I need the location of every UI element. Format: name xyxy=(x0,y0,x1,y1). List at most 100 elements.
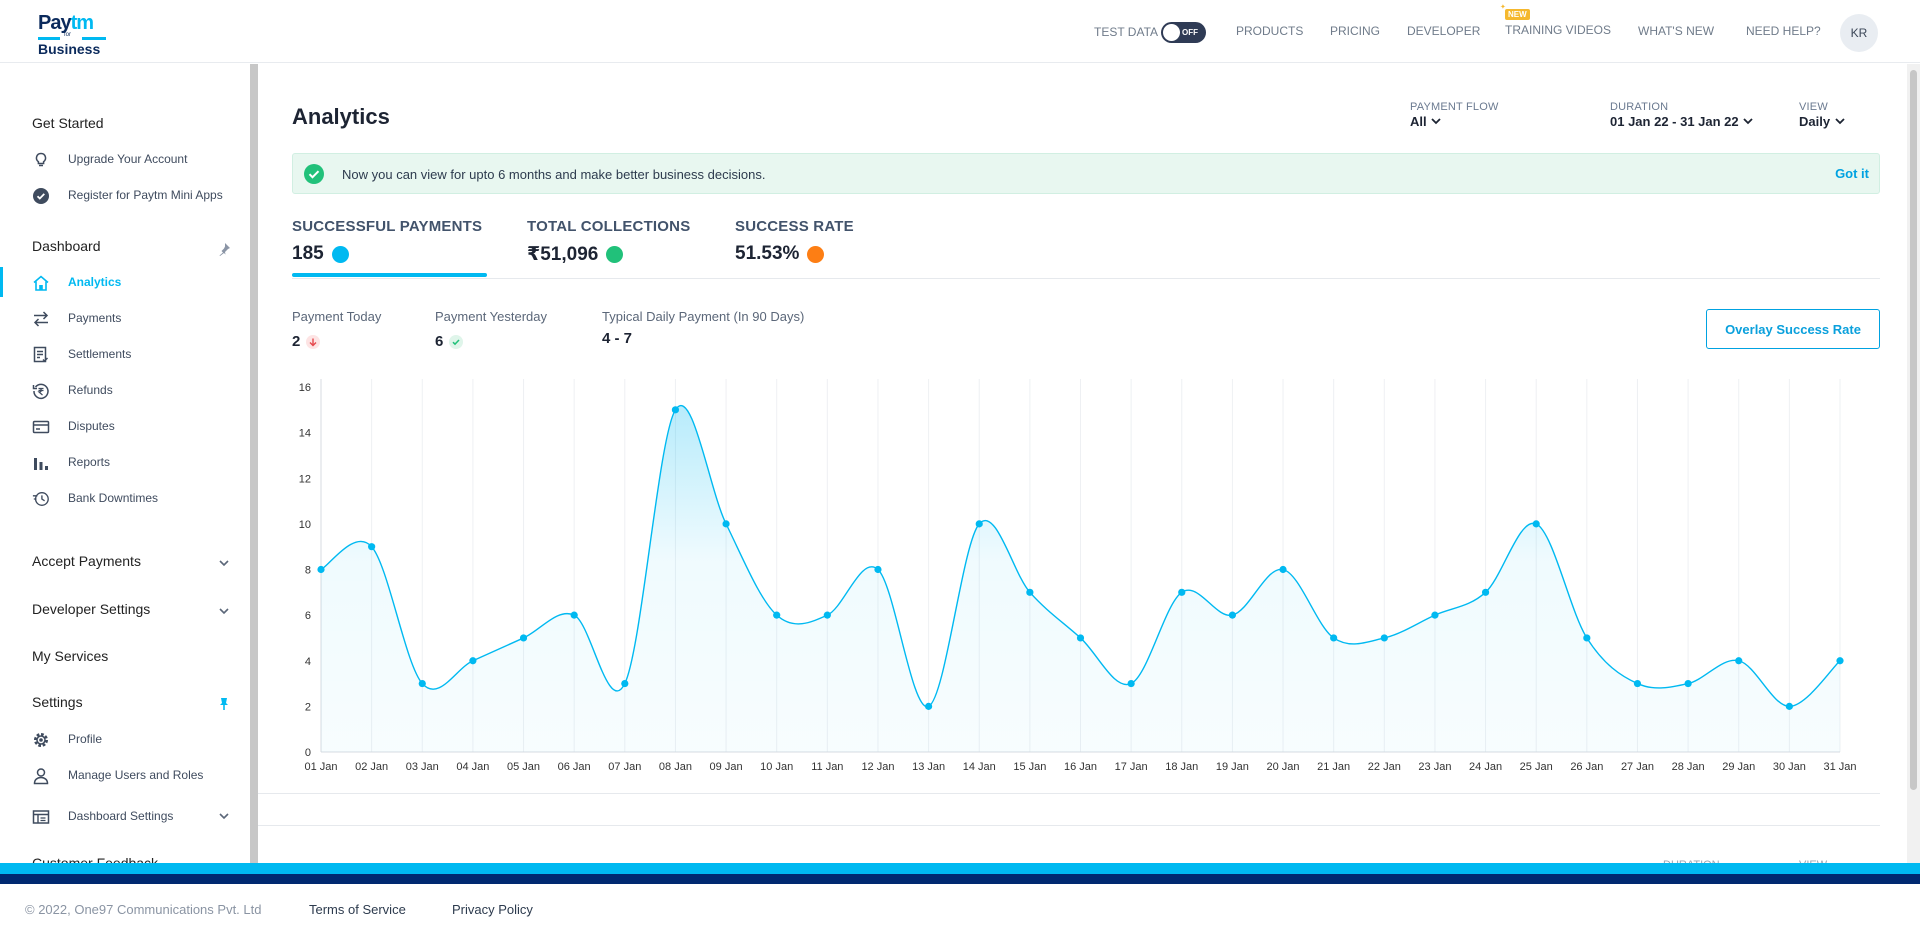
nav-need-help[interactable]: NEED HELP? xyxy=(1746,24,1821,38)
x-tick-label: 11 Jan xyxy=(811,761,843,773)
sidebar-item-manage-users[interactable]: Manage Users and Roles xyxy=(0,760,248,790)
nav-developer[interactable]: DEVELOPER xyxy=(1407,24,1481,38)
sidebar-item-upgrade-account[interactable]: Upgrade Your Account xyxy=(0,144,248,174)
user-avatar[interactable]: KR xyxy=(1840,14,1878,52)
sidebar-item-settlements[interactable]: Settlements xyxy=(0,339,248,369)
pin-filled-icon[interactable] xyxy=(217,697,231,711)
top-bar: Paytm for Business TEST DATA OFF PRODUCT… xyxy=(0,0,1920,63)
sidebar-section-accept-payments[interactable]: Accept Payments xyxy=(32,553,141,569)
sidebar-item-refunds[interactable]: Refunds xyxy=(0,375,248,405)
x-tick-label: 12 Jan xyxy=(861,761,894,773)
y-tick-label: 6 xyxy=(305,610,311,622)
series-area-fill xyxy=(321,405,1840,752)
x-tick-label: 30 Jan xyxy=(1773,761,1806,773)
divider xyxy=(258,825,1880,826)
chevron-down-icon[interactable] xyxy=(218,557,230,569)
y-tick-label: 12 xyxy=(299,473,311,485)
pin-icon[interactable] xyxy=(217,242,231,256)
data-point xyxy=(1178,588,1186,596)
x-tick-label: 15 Jan xyxy=(1013,761,1046,773)
data-point xyxy=(317,565,325,574)
view-filter[interactable]: VIEW Daily xyxy=(1799,101,1846,129)
transfer-arrows-icon xyxy=(32,310,50,328)
metric-successful-payments[interactable]: SUCCESSFUL PAYMENTS 185 xyxy=(292,218,483,264)
sidebar-section-my-services[interactable]: My Services xyxy=(32,648,109,664)
check-icon xyxy=(449,334,464,349)
sidebar-item-analytics[interactable]: Analytics xyxy=(0,267,248,297)
document-check-icon xyxy=(32,346,50,364)
data-point xyxy=(519,634,528,642)
y-tick-label: 2 xyxy=(305,701,311,713)
data-point xyxy=(975,520,983,528)
nav-products[interactable]: PRODUCTS xyxy=(1236,24,1304,38)
sidebar-section-developer-settings[interactable]: Developer Settings xyxy=(32,601,151,617)
sidebar-item-register-mini-apps[interactable]: Register for Paytm Mini Apps xyxy=(0,180,248,210)
data-point xyxy=(1279,565,1287,574)
bar-chart-icon xyxy=(32,454,50,472)
arrow-down-icon xyxy=(306,334,321,349)
x-tick-label: 28 Jan xyxy=(1672,761,1705,773)
sidebar-section-dashboard: Dashboard xyxy=(32,238,101,254)
home-icon xyxy=(32,274,50,292)
y-tick-label: 16 xyxy=(299,382,311,394)
check-badge-icon xyxy=(32,187,50,205)
data-point xyxy=(1785,702,1793,710)
x-tick-label: 17 Jan xyxy=(1115,761,1148,773)
y-tick-label: 0 xyxy=(305,747,311,759)
test-data-toggle[interactable]: OFF xyxy=(1161,22,1206,43)
y-tick-label: 4 xyxy=(305,656,311,668)
gear-icon xyxy=(32,731,50,749)
series-color-dot xyxy=(807,245,825,263)
overlay-success-rate-button[interactable]: Overlay Success Rate xyxy=(1706,309,1880,349)
footer: © 2022, One97 Communications Pvt. Ltd Te… xyxy=(0,884,1920,937)
sidebar-item-disputes[interactable]: Disputes xyxy=(0,411,248,441)
chevron-down-icon[interactable] xyxy=(218,810,230,822)
x-tick-label: 29 Jan xyxy=(1722,761,1755,773)
y-tick-label: 10 xyxy=(299,519,311,531)
sidebar-section-get-started: Get Started xyxy=(32,115,104,131)
sidebar-item-dashboard-settings[interactable]: Dashboard Settings xyxy=(0,801,248,831)
card-icon xyxy=(32,418,50,436)
data-point xyxy=(722,520,730,528)
paytm-business-logo[interactable]: Paytm for Business xyxy=(38,12,106,57)
stat-typical-daily-payment: Typical Daily Payment (In 90 Days) 4 - 7 xyxy=(602,309,805,347)
sidebar-item-profile[interactable]: Profile xyxy=(0,724,248,754)
sidebar-item-payments[interactable]: Payments xyxy=(0,303,248,333)
nav-whats-new[interactable]: WHAT'S NEW xyxy=(1638,24,1715,38)
data-point xyxy=(469,657,477,665)
x-tick-label: 22 Jan xyxy=(1368,761,1401,773)
x-tick-label: 27 Jan xyxy=(1621,761,1654,773)
terms-of-service-link[interactable]: Terms of Service xyxy=(309,902,406,917)
got-it-button[interactable]: Got it xyxy=(1835,166,1869,181)
user-icon xyxy=(32,767,50,785)
clock-history-icon xyxy=(32,490,50,508)
data-point xyxy=(1431,611,1439,619)
sidebar-item-bank-downtimes[interactable]: Bank Downtimes xyxy=(0,483,248,513)
footer-stripe xyxy=(0,863,1920,874)
chevron-down-icon xyxy=(1835,118,1845,125)
nav-training-videos[interactable]: TRAINING VIDEOS xyxy=(1505,23,1612,37)
sidebar-scrollbar[interactable] xyxy=(250,64,258,864)
page-scrollbar[interactable] xyxy=(1907,64,1920,864)
duration-filter[interactable]: DURATION 01 Jan 22 - 31 Jan 22 xyxy=(1610,101,1754,129)
payment-flow-filter[interactable]: PAYMENT FLOW All xyxy=(1410,101,1499,129)
x-tick-label: 09 Jan xyxy=(710,761,743,773)
nav-pricing[interactable]: PRICING xyxy=(1330,24,1381,38)
series-line xyxy=(320,405,1841,708)
x-tick-label: 06 Jan xyxy=(558,761,591,773)
chevron-down-icon[interactable] xyxy=(218,605,230,617)
data-point xyxy=(1583,634,1591,642)
data-point xyxy=(1684,679,1692,688)
data-point xyxy=(671,406,680,414)
y-tick-label: 14 xyxy=(299,428,311,440)
x-tick-label: 20 Jan xyxy=(1267,761,1300,773)
privacy-policy-link[interactable]: Privacy Policy xyxy=(452,902,533,917)
x-tick-label: 08 Jan xyxy=(659,761,692,773)
x-tick-label: 24 Jan xyxy=(1469,761,1502,773)
metric-success-rate[interactable]: SUCCESS RATE 51.53% xyxy=(735,218,854,264)
x-tick-label: 02 Jan xyxy=(355,761,388,773)
x-tick-label: 04 Jan xyxy=(456,761,489,773)
sidebar-item-reports[interactable]: Reports xyxy=(0,447,248,477)
stat-payment-yesterday: Payment Yesterday 6 xyxy=(435,309,548,350)
metric-total-collections[interactable]: TOTAL COLLECTIONS ₹51,096 xyxy=(527,218,691,265)
